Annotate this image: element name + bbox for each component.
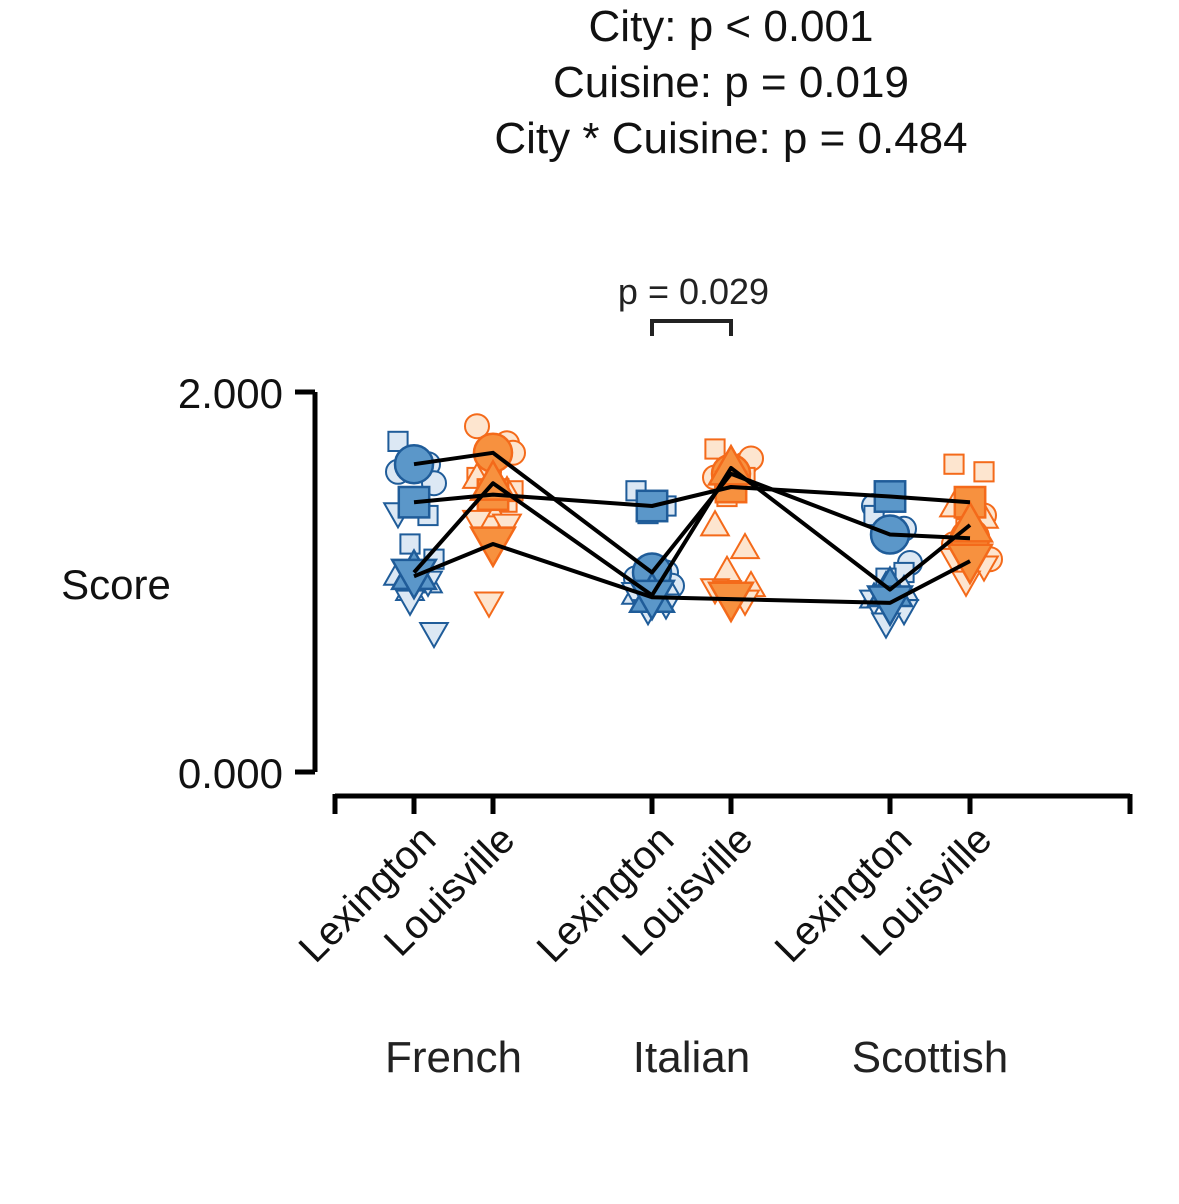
series-line [413, 542, 971, 605]
data-point [704, 438, 726, 460]
data-point [394, 589, 426, 617]
group-label: Italian [633, 1033, 750, 1082]
mean-marker [945, 543, 995, 586]
title-line-2: Cuisine: p = 0.019 [553, 58, 909, 107]
y-tick-label-bottom: 0.000 [178, 750, 283, 797]
mean-marker [468, 526, 518, 569]
data-point [418, 621, 450, 650]
series-line [413, 450, 971, 575]
comparison-p-value: p = 0.029 [618, 271, 769, 312]
data-point [711, 554, 743, 582]
y-axis-label: Score [61, 561, 171, 608]
title-line-1: City: p < 0.001 [589, 2, 874, 51]
mean-marker [389, 558, 439, 601]
data-point [729, 531, 761, 560]
title-line-3: City * Cuisine: p = 0.484 [494, 114, 967, 163]
group-labels: French Italian Scottish [385, 1033, 1008, 1082]
data-point [943, 453, 965, 475]
group-label: Scottish [852, 1033, 1009, 1082]
y-axis: 2.000 0.000 [178, 370, 318, 797]
mean-marker [627, 579, 677, 622]
data-point [699, 509, 731, 537]
connecting-lines [412, 450, 972, 605]
chart-title: City: p < 0.001 Cuisine: p = 0.019 City … [494, 2, 967, 163]
data-point [387, 430, 409, 452]
comparison-bracket: p = 0.029 [618, 271, 769, 336]
data-point [464, 413, 490, 440]
x-ticks [411, 794, 973, 814]
data-point [473, 591, 505, 619]
group-label: French [385, 1033, 522, 1082]
y-tick-label-top: 2.000 [178, 370, 283, 417]
data-point [399, 533, 421, 555]
series-line [412, 466, 972, 598]
data-point [973, 461, 995, 483]
mean-marker [706, 581, 756, 624]
bracket-line [650, 319, 733, 336]
